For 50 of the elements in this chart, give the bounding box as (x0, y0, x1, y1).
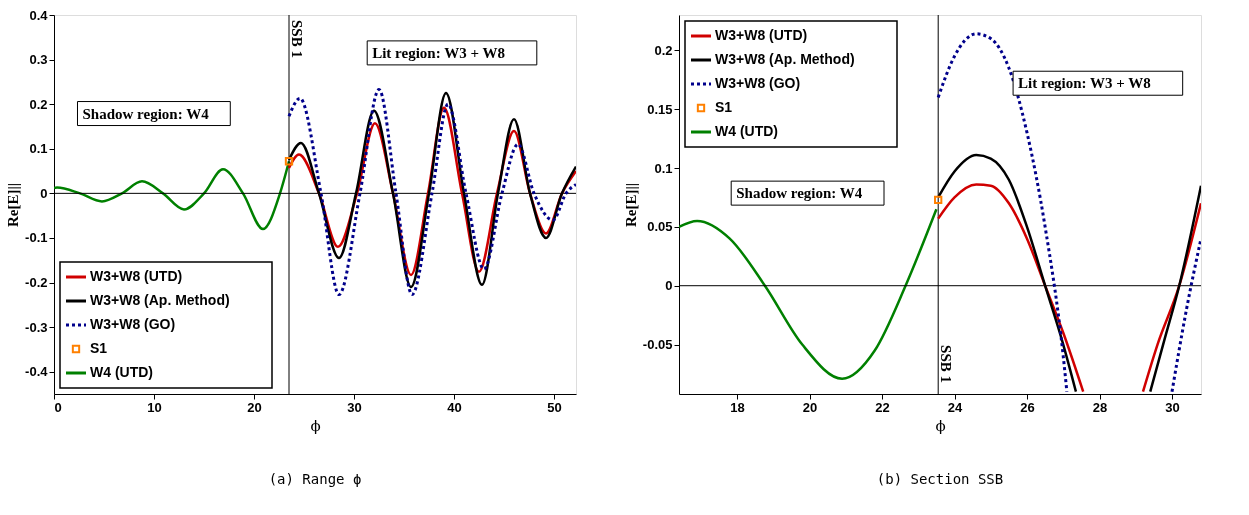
x-tick-label: 50 (547, 399, 562, 415)
x-tick-label: 40 (447, 399, 462, 415)
x-tick-label: 22 (875, 399, 890, 415)
x-tick-label: 20 (247, 399, 262, 415)
y-tick-label: 0.2 (29, 96, 48, 112)
y-tick-label: -0.4 (25, 364, 49, 380)
y-tick-label: 0.15 (647, 101, 673, 117)
legend-label: W4 (UTD) (715, 123, 778, 139)
y-tick-label: 0 (40, 185, 48, 201)
legend-label: W3+W8 (Ap. Method) (90, 292, 230, 308)
x-tick-label: 30 (1165, 399, 1180, 415)
ref-line-label: SSB 1 (938, 345, 955, 383)
annotation: Lit region: W3 + W8 (372, 44, 505, 61)
x-tick-label: 20 (802, 399, 818, 415)
legend-label: W3+W8 (GO) (90, 316, 176, 332)
x-tick-label: 24 (947, 399, 963, 415)
y-axis-title: Re[E]|| (622, 182, 639, 228)
annotation: Shadow region: W4 (82, 105, 210, 122)
legend-label: S1 (90, 340, 108, 356)
y-tick-label: -0.1 (25, 230, 48, 246)
y-tick-label: 0.2 (654, 42, 673, 58)
y-tick-label: 0.4 (29, 7, 49, 23)
y-tick-label: -0.3 (25, 319, 48, 335)
y-tick-label: -0.05 (642, 337, 673, 353)
y-tick-label: 0 (665, 278, 673, 294)
legend-label: W3+W8 (Ap. Method) (715, 51, 855, 67)
y-tick-label: 0.05 (647, 219, 673, 235)
x-tick-label: 28 (1092, 399, 1108, 415)
ref-line-label: SSB 1 (289, 20, 305, 58)
legend-label: W3+W8 (GO) (715, 75, 801, 91)
text: (a) Range ϕ (268, 471, 362, 487)
legend-label: W4 (UTD) (90, 364, 153, 380)
x-tick-label: 30 (347, 399, 362, 415)
x-axis-title: ϕ (935, 416, 946, 435)
legend-label: S1 (715, 99, 733, 115)
x-tick-label: 10 (147, 399, 162, 415)
legend-label: W3+W8 (UTD) (715, 27, 808, 43)
legend-label: W3+W8 (UTD) (90, 268, 183, 284)
x-tick-label: 0 (54, 399, 62, 415)
text: (b) Section SSB (876, 471, 1004, 487)
x-tick-label: 26 (1020, 399, 1035, 415)
annotation: Shadow region: W4 (736, 185, 863, 202)
y-tick-label: 0.1 (29, 141, 48, 157)
y-tick-label: 0.1 (654, 160, 673, 176)
x-tick-label: 18 (730, 399, 745, 415)
y-axis-title: Re[E]|| (5, 182, 22, 228)
y-tick-label: 0.3 (29, 52, 48, 68)
annotation: Lit region: W3 + W8 (1018, 75, 1151, 92)
x-axis-title: ϕ (310, 416, 321, 435)
y-tick-label: -0.2 (25, 275, 48, 291)
